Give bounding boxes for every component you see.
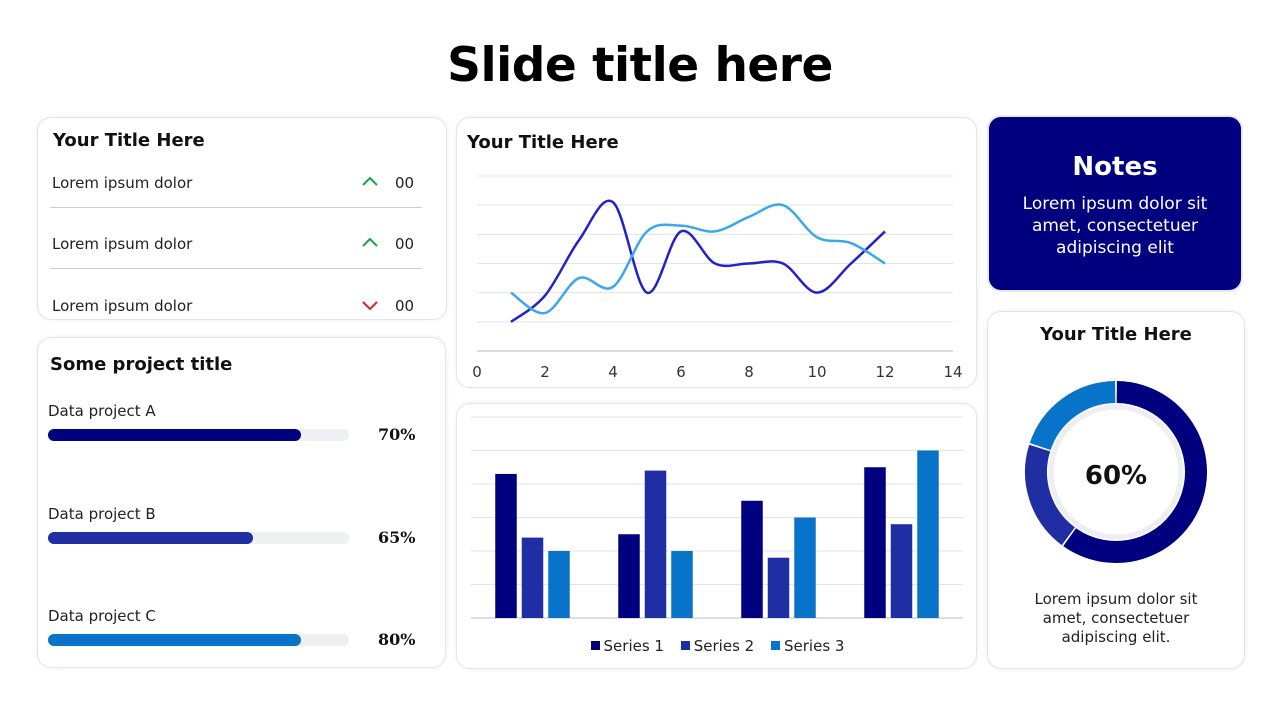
x-tick-label: 14 <box>943 363 962 381</box>
bar-chart <box>471 416 963 619</box>
divider <box>50 268 422 269</box>
line-chart-card: 0 2 4 6 8 10 12 14 Your Title Here <box>456 117 977 388</box>
donut-slice <box>1063 381 1207 563</box>
line-chart: 0 2 4 6 8 10 12 14 <box>472 175 963 381</box>
projects-card: Some project title Data project A 70% Da… <box>37 337 446 668</box>
x-tick-label: 2 <box>540 363 550 381</box>
kpi-row: Lorem ipsum dolor 00 <box>50 287 422 327</box>
x-tick-label: 8 <box>744 363 754 381</box>
kpi-row: Lorem ipsum dolor 00 <box>50 164 422 204</box>
x-tick-label: 4 <box>608 363 618 381</box>
x-tick-label: 10 <box>807 363 826 381</box>
x-tick-label: 12 <box>875 363 894 381</box>
bar-series-2 <box>521 537 544 618</box>
legend-swatch <box>680 641 690 650</box>
legend-swatch <box>590 641 600 650</box>
legend-swatch <box>771 641 780 650</box>
progress-fill <box>48 429 301 441</box>
legend-label: Series 2 <box>693 636 755 655</box>
kpi-label: Lorem ipsum dolor <box>52 235 193 253</box>
notes-body: Lorem ipsum dolor sit amet, consectetuer… <box>1022 194 1208 258</box>
divider <box>50 207 422 208</box>
kpi-row: Lorem ipsum dolor 00 <box>50 225 422 265</box>
kpi-value: 00 <box>395 174 415 192</box>
progress-fill <box>48 532 253 544</box>
donut-card-title: Your Title Here <box>1040 324 1192 345</box>
kpi-value: 00 <box>395 297 415 315</box>
notes-card: Notes Lorem ipsum dolor sit amet, consec… <box>987 115 1243 292</box>
projects-card-title: Some project title <box>50 354 233 375</box>
donut-card: Your Title Here 60% Lorem ipsum dolor si… <box>987 311 1245 669</box>
progress-track <box>48 634 349 646</box>
legend-item: Series 2 <box>680 636 755 655</box>
kpi-card: Your Title Here Lorem ipsum dolor 00 Lor… <box>37 117 447 320</box>
donut-inner-ring <box>1048 404 1184 540</box>
project-percent: 80% <box>378 630 416 649</box>
kpi-label: Lorem ipsum dolor <box>52 174 193 192</box>
donut-chart <box>1025 381 1207 563</box>
bar-series-3 <box>917 450 939 618</box>
legend-item: Series 3 <box>771 637 844 655</box>
bar-chart-legend: Series 1 Series 2 Series 3 <box>457 636 978 655</box>
donut-center-label: 60% <box>1084 461 1148 491</box>
project-label: Data project A <box>48 402 156 420</box>
legend-label: Series 1 <box>603 636 664 655</box>
project-percent: 70% <box>378 425 416 444</box>
bar-series-2 <box>890 524 913 618</box>
bar-series-3 <box>548 551 570 618</box>
donut-slice <box>1025 444 1076 546</box>
kpi-label: Lorem ipsum dolor <box>52 297 193 315</box>
project-item: Data project C 80% <box>48 607 428 657</box>
bar-series-2 <box>767 557 790 618</box>
bar-series-1 <box>495 473 517 618</box>
project-percent: 65% <box>378 528 416 547</box>
bar-series-1 <box>618 534 640 618</box>
legend-item: Series 1 <box>590 636 664 655</box>
bar-series-3 <box>794 517 816 618</box>
chevron-up-icon <box>362 237 378 247</box>
donut-caption: Lorem ipsum dolor sit amet, consectetuer… <box>1034 590 1198 646</box>
project-label: Data project B <box>48 505 156 523</box>
bar-series-1 <box>741 500 763 618</box>
project-item: Data project A 70% <box>48 402 428 452</box>
series-line-2 <box>510 203 886 315</box>
notes-title: Notes <box>1072 152 1158 182</box>
bar-series-3 <box>671 551 693 618</box>
donut-slice <box>1029 381 1116 451</box>
legend-label: Series 3 <box>784 636 845 655</box>
bar-series-1 <box>864 467 886 618</box>
x-tick-label: 6 <box>676 363 686 381</box>
kpi-value: 00 <box>395 235 415 253</box>
line-chart-title: Your Title Here <box>467 132 619 153</box>
progress-track <box>48 429 349 441</box>
series-line-1 <box>510 199 886 323</box>
progress-fill <box>48 634 301 646</box>
project-label: Data project C <box>48 607 156 625</box>
progress-track <box>48 532 349 544</box>
bar-chart-card: Series 1 Series 2 Series 3 <box>456 403 977 669</box>
chevron-up-icon <box>362 176 378 186</box>
kpi-card-title: Your Title Here <box>53 130 205 151</box>
project-item: Data project B 65% <box>48 505 428 555</box>
x-tick-label: 0 <box>472 363 482 381</box>
slide-title: Slide title here <box>447 38 833 93</box>
chevron-down-icon <box>362 301 378 311</box>
bar-series-2 <box>644 470 667 618</box>
